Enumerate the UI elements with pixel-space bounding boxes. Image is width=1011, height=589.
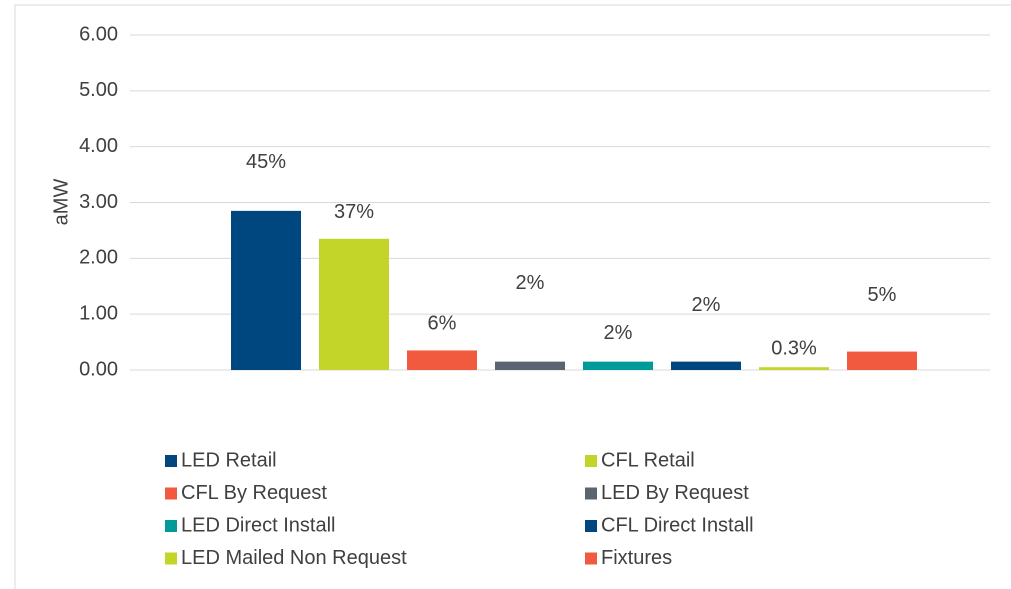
chart-frame <box>14 4 1011 589</box>
legend-label: CFL By Request <box>181 482 327 504</box>
y-tick-label: 3.00 <box>79 191 118 213</box>
bar <box>583 361 653 370</box>
bar <box>847 351 917 370</box>
y-tick-label: 1.00 <box>79 302 118 324</box>
legend-swatch <box>585 455 597 467</box>
legend-label: Fixtures <box>601 547 672 569</box>
bar <box>407 350 477 370</box>
legend-label: LED Retail <box>181 449 277 471</box>
legend-swatch <box>585 487 597 500</box>
legend-swatch <box>165 552 177 565</box>
data-label: 5% <box>868 284 897 306</box>
legend-label: LED By Request <box>601 482 749 504</box>
y-tick-label: 0.00 <box>79 358 118 380</box>
legend-swatch <box>585 520 597 532</box>
legend-label: LED Mailed Non Request <box>181 547 407 569</box>
y-tick-label: 5.00 <box>79 79 118 101</box>
legend-label: CFL Retail <box>601 449 695 471</box>
y-axis-label: aMW <box>50 179 72 226</box>
legend-swatch <box>165 520 177 532</box>
data-label: 2% <box>692 294 721 316</box>
data-label: 45% <box>246 151 286 173</box>
bar <box>759 367 829 370</box>
data-label: 37% <box>334 201 374 223</box>
legend-label: LED Direct Install <box>181 514 336 536</box>
bar <box>495 361 565 370</box>
data-label: 2% <box>516 272 545 294</box>
legend-swatch <box>585 552 597 565</box>
legend-swatch <box>165 455 177 467</box>
bar <box>319 238 389 370</box>
data-label: 6% <box>428 313 457 335</box>
y-tick-label: 6.00 <box>79 23 118 45</box>
data-label: 2% <box>604 322 633 344</box>
y-tick-label: 4.00 <box>79 135 118 157</box>
legend-swatch <box>165 487 177 500</box>
bar <box>671 361 741 370</box>
y-tick-label: 2.00 <box>79 247 118 269</box>
bar <box>231 210 301 370</box>
legend-label: CFL Direct Install <box>601 514 754 536</box>
data-label: 0.3% <box>771 337 817 359</box>
